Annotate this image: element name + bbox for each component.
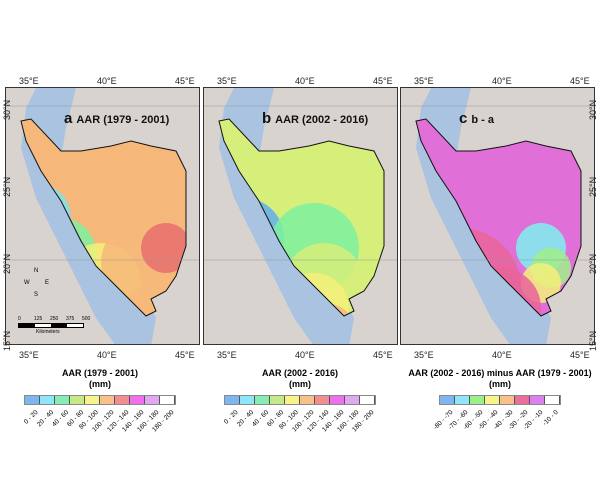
region-outline [20,118,187,317]
lon-label: 45°E [373,76,393,86]
legend-title: AAR (1979 - 2001) [61,368,139,378]
lat-label: 20°N [588,253,598,274]
lon-label: 35°E [217,350,237,360]
lat-label: 20°N [2,253,12,274]
lat-label: 25°N [588,176,598,197]
scale-tick: 250 [50,316,59,322]
legend-3: AAR (2002 - 2016) minus AAR (1979 - 2001… [400,368,600,435]
compass-n: N [34,268,39,274]
compass-e: E [45,280,50,286]
compass-w: W [24,280,30,286]
lon-label: 45°E [373,350,393,360]
legend-title: AAR (2002 - 2016) [261,368,339,378]
scale-tick: 0 [18,316,21,322]
lon-label: 35°E [414,76,434,86]
scale-unit: Kilometers [36,329,60,335]
lat-label: 25°N [2,176,12,197]
panel-title: b AAR (2002 - 2016) [262,110,368,127]
lon-label: 40°E [492,350,512,360]
legend-1: AAR (1979 - 2001) (mm) 0 - 20 20 - 40 40 - 6… [0,368,200,435]
panel-letter: c [459,110,468,127]
legend-unit: (mm) [489,379,511,389]
color-swatch [130,396,145,404]
map-panel-a: a AAR (1979 - 2001) N S W E 0 125 250 375 500 Kilom… [5,87,200,345]
color-swatch [25,396,40,404]
color-swatch [100,396,115,404]
color-swatch [85,396,100,404]
color-swatch [500,396,515,404]
lon-label: 40°E [295,76,315,86]
color-swatch [240,396,255,404]
color-bar [24,395,176,405]
legend-ticks: -80 - -70 -70 - -60 -60 - -50 -50 - -40 -40 … [433,405,560,435]
color-swatch [455,396,470,404]
color-swatch [360,396,375,404]
panel-title-text: b - a [471,114,494,126]
color-swatch [70,396,85,404]
color-bar [439,395,561,405]
color-swatch [315,396,330,404]
color-swatch [530,396,545,404]
color-swatch [40,396,55,404]
color-swatch [225,396,240,404]
color-swatch [300,396,315,404]
color-bar [224,395,376,405]
lon-label: 40°E [492,76,512,86]
color-swatch [255,396,270,404]
lon-label: 45°E [175,350,195,360]
color-swatch [145,396,160,404]
lon-label: 40°E [97,350,117,360]
lon-label: 40°E [97,76,117,86]
panel-letter: a [64,110,73,127]
color-swatch [115,396,130,404]
compass-s: S [34,292,39,298]
color-swatch [485,396,500,404]
value-zone [141,223,186,273]
color-swatch [270,396,285,404]
lon-label: 45°E [175,76,195,86]
lat-label: 30°N [588,99,598,120]
map-panel-b: b AAR (2002 - 2016) [203,87,398,345]
lon-label: 40°E [295,350,315,360]
lon-label: 35°E [19,76,39,86]
legend-unit: (mm) [289,379,311,389]
scale-tick: 500 [82,316,91,322]
color-swatch [55,396,70,404]
legend-unit: (mm) [89,379,111,389]
color-swatch [470,396,485,404]
color-swatch [330,396,345,404]
region-outline [218,118,385,317]
lon-label: 45°E [570,76,590,86]
color-swatch [285,396,300,404]
lat-label: 30°N [2,99,12,120]
color-swatch [545,396,560,404]
legend-ticks: 0 - 20 20 - 40 40 - 60 60 - 80 80 - 100 100 -… [23,405,175,435]
lon-label: 45°E [570,350,590,360]
color-swatch [515,396,530,404]
legend-2: AAR (2002 - 2016) (mm) 0 - 20 20 - 40 40 - 6… [200,368,400,435]
panel-title-text: AAR (2002 - 2016) [275,114,369,126]
lon-label: 35°E [414,350,434,360]
lat-label: 15°N [588,330,598,351]
panel-title-text: AAR (1979 - 2001) [76,114,170,126]
color-swatch [345,396,360,404]
color-swatch [160,396,175,404]
legend-ticks: 0 - 20 20 - 40 40 - 60 60 - 80 80 - 100 100 -… [223,405,375,435]
panel-title: a AAR (1979 - 2001) [64,110,169,127]
lon-label: 35°E [19,350,39,360]
color-swatch [440,396,455,404]
scale-tick: 375 [66,316,75,322]
legend-title: AAR (2002 - 2016) minus AAR (1979 - 2001… [408,368,592,378]
region-outline [415,118,582,317]
legend-label: -10 - 0 [541,409,560,428]
scale-tick: 125 [34,316,43,322]
panel-letter: b [262,110,272,127]
lat-label: 15°N [2,330,12,351]
lon-label: 35°E [217,76,237,86]
